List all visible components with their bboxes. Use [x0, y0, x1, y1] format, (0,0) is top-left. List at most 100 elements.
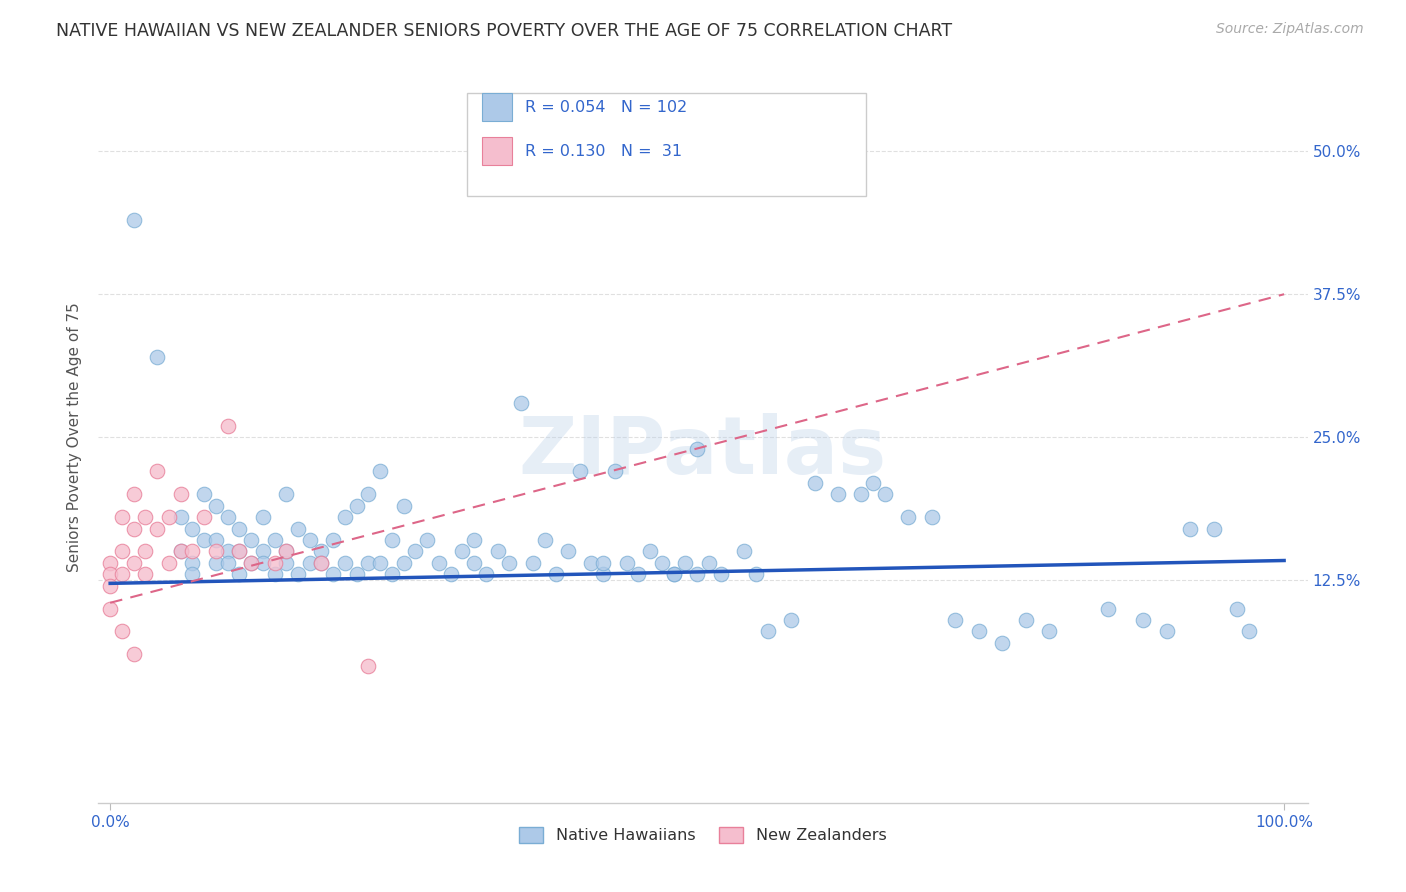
Point: [1226, 601, 1249, 615]
Point: [98, 567, 121, 582]
Point: [157, 510, 180, 524]
Point: [98, 601, 121, 615]
Point: [311, 556, 333, 570]
Point: [616, 556, 638, 570]
Point: [1180, 521, 1202, 535]
Y-axis label: Seniors Poverty Over the Age of 75: Seniors Poverty Over the Age of 75: [67, 302, 83, 572]
Point: [134, 510, 156, 524]
Point: [122, 521, 145, 535]
Point: [651, 556, 673, 570]
Point: [686, 442, 709, 456]
Point: [146, 464, 169, 478]
Point: [181, 567, 204, 582]
Point: [204, 533, 226, 547]
Point: [111, 624, 134, 639]
Point: [897, 510, 920, 524]
Point: [873, 487, 896, 501]
Point: [627, 567, 650, 582]
Point: [111, 544, 134, 558]
Point: [193, 533, 215, 547]
Point: [1097, 601, 1119, 615]
Point: [333, 510, 356, 524]
Point: [122, 647, 145, 661]
Point: [780, 613, 803, 627]
Point: [592, 567, 614, 582]
Point: [851, 487, 873, 501]
Point: [228, 544, 250, 558]
Point: [475, 567, 498, 582]
Point: [991, 636, 1014, 650]
Point: [181, 521, 204, 535]
Point: [368, 464, 391, 478]
Point: [122, 487, 145, 501]
Point: [1237, 624, 1260, 639]
Point: [862, 475, 884, 490]
Point: [157, 556, 180, 570]
Point: [146, 350, 169, 364]
Point: [193, 510, 215, 524]
Point: [427, 556, 450, 570]
Point: [311, 544, 333, 558]
Point: [322, 533, 344, 547]
Point: [803, 475, 825, 490]
Point: [439, 567, 461, 582]
Text: Source: ZipAtlas.com: Source: ZipAtlas.com: [1216, 22, 1364, 37]
Legend: Native Hawaiians, New Zealanders: Native Hawaiians, New Zealanders: [513, 821, 893, 850]
Point: [510, 396, 533, 410]
Point: [111, 510, 134, 524]
Point: [263, 567, 285, 582]
Point: [217, 418, 239, 433]
Point: [217, 510, 239, 524]
Point: [745, 567, 768, 582]
Point: [697, 556, 720, 570]
Point: [733, 544, 755, 558]
Point: [404, 544, 426, 558]
Point: [463, 533, 485, 547]
Point: [1156, 624, 1178, 639]
Point: [381, 567, 404, 582]
Point: [662, 567, 685, 582]
Point: [486, 544, 509, 558]
Point: [263, 556, 285, 570]
Point: [204, 556, 226, 570]
Point: [1038, 624, 1060, 639]
Point: [169, 544, 191, 558]
Point: [204, 499, 226, 513]
Point: [287, 567, 309, 582]
Point: [533, 533, 555, 547]
Point: [756, 624, 779, 639]
Point: [98, 579, 121, 593]
Point: [298, 556, 321, 570]
Text: NATIVE HAWAIIAN VS NEW ZEALANDER SENIORS POVERTY OVER THE AGE OF 75 CORRELATION : NATIVE HAWAIIAN VS NEW ZEALANDER SENIORS…: [56, 22, 952, 40]
Point: [945, 613, 967, 627]
FancyBboxPatch shape: [467, 94, 866, 195]
Point: [146, 521, 169, 535]
Point: [240, 556, 263, 570]
Point: [134, 544, 156, 558]
Point: [346, 567, 368, 582]
Point: [181, 556, 204, 570]
Point: [252, 544, 274, 558]
Point: [169, 510, 191, 524]
Point: [204, 544, 226, 558]
Point: [1015, 613, 1038, 627]
Point: [122, 213, 145, 227]
Point: [967, 624, 990, 639]
Bar: [482, 94, 512, 121]
Point: [134, 567, 156, 582]
Point: [557, 544, 579, 558]
Point: [217, 556, 239, 570]
Point: [451, 544, 474, 558]
Point: [217, 544, 239, 558]
Point: [276, 556, 298, 570]
Point: [322, 567, 344, 582]
Point: [546, 567, 568, 582]
Point: [921, 510, 943, 524]
Point: [392, 556, 415, 570]
Point: [311, 556, 333, 570]
Text: ZIPatlas: ZIPatlas: [519, 413, 887, 491]
Point: [416, 533, 439, 547]
Point: [592, 556, 614, 570]
Point: [252, 556, 274, 570]
Point: [228, 521, 250, 535]
